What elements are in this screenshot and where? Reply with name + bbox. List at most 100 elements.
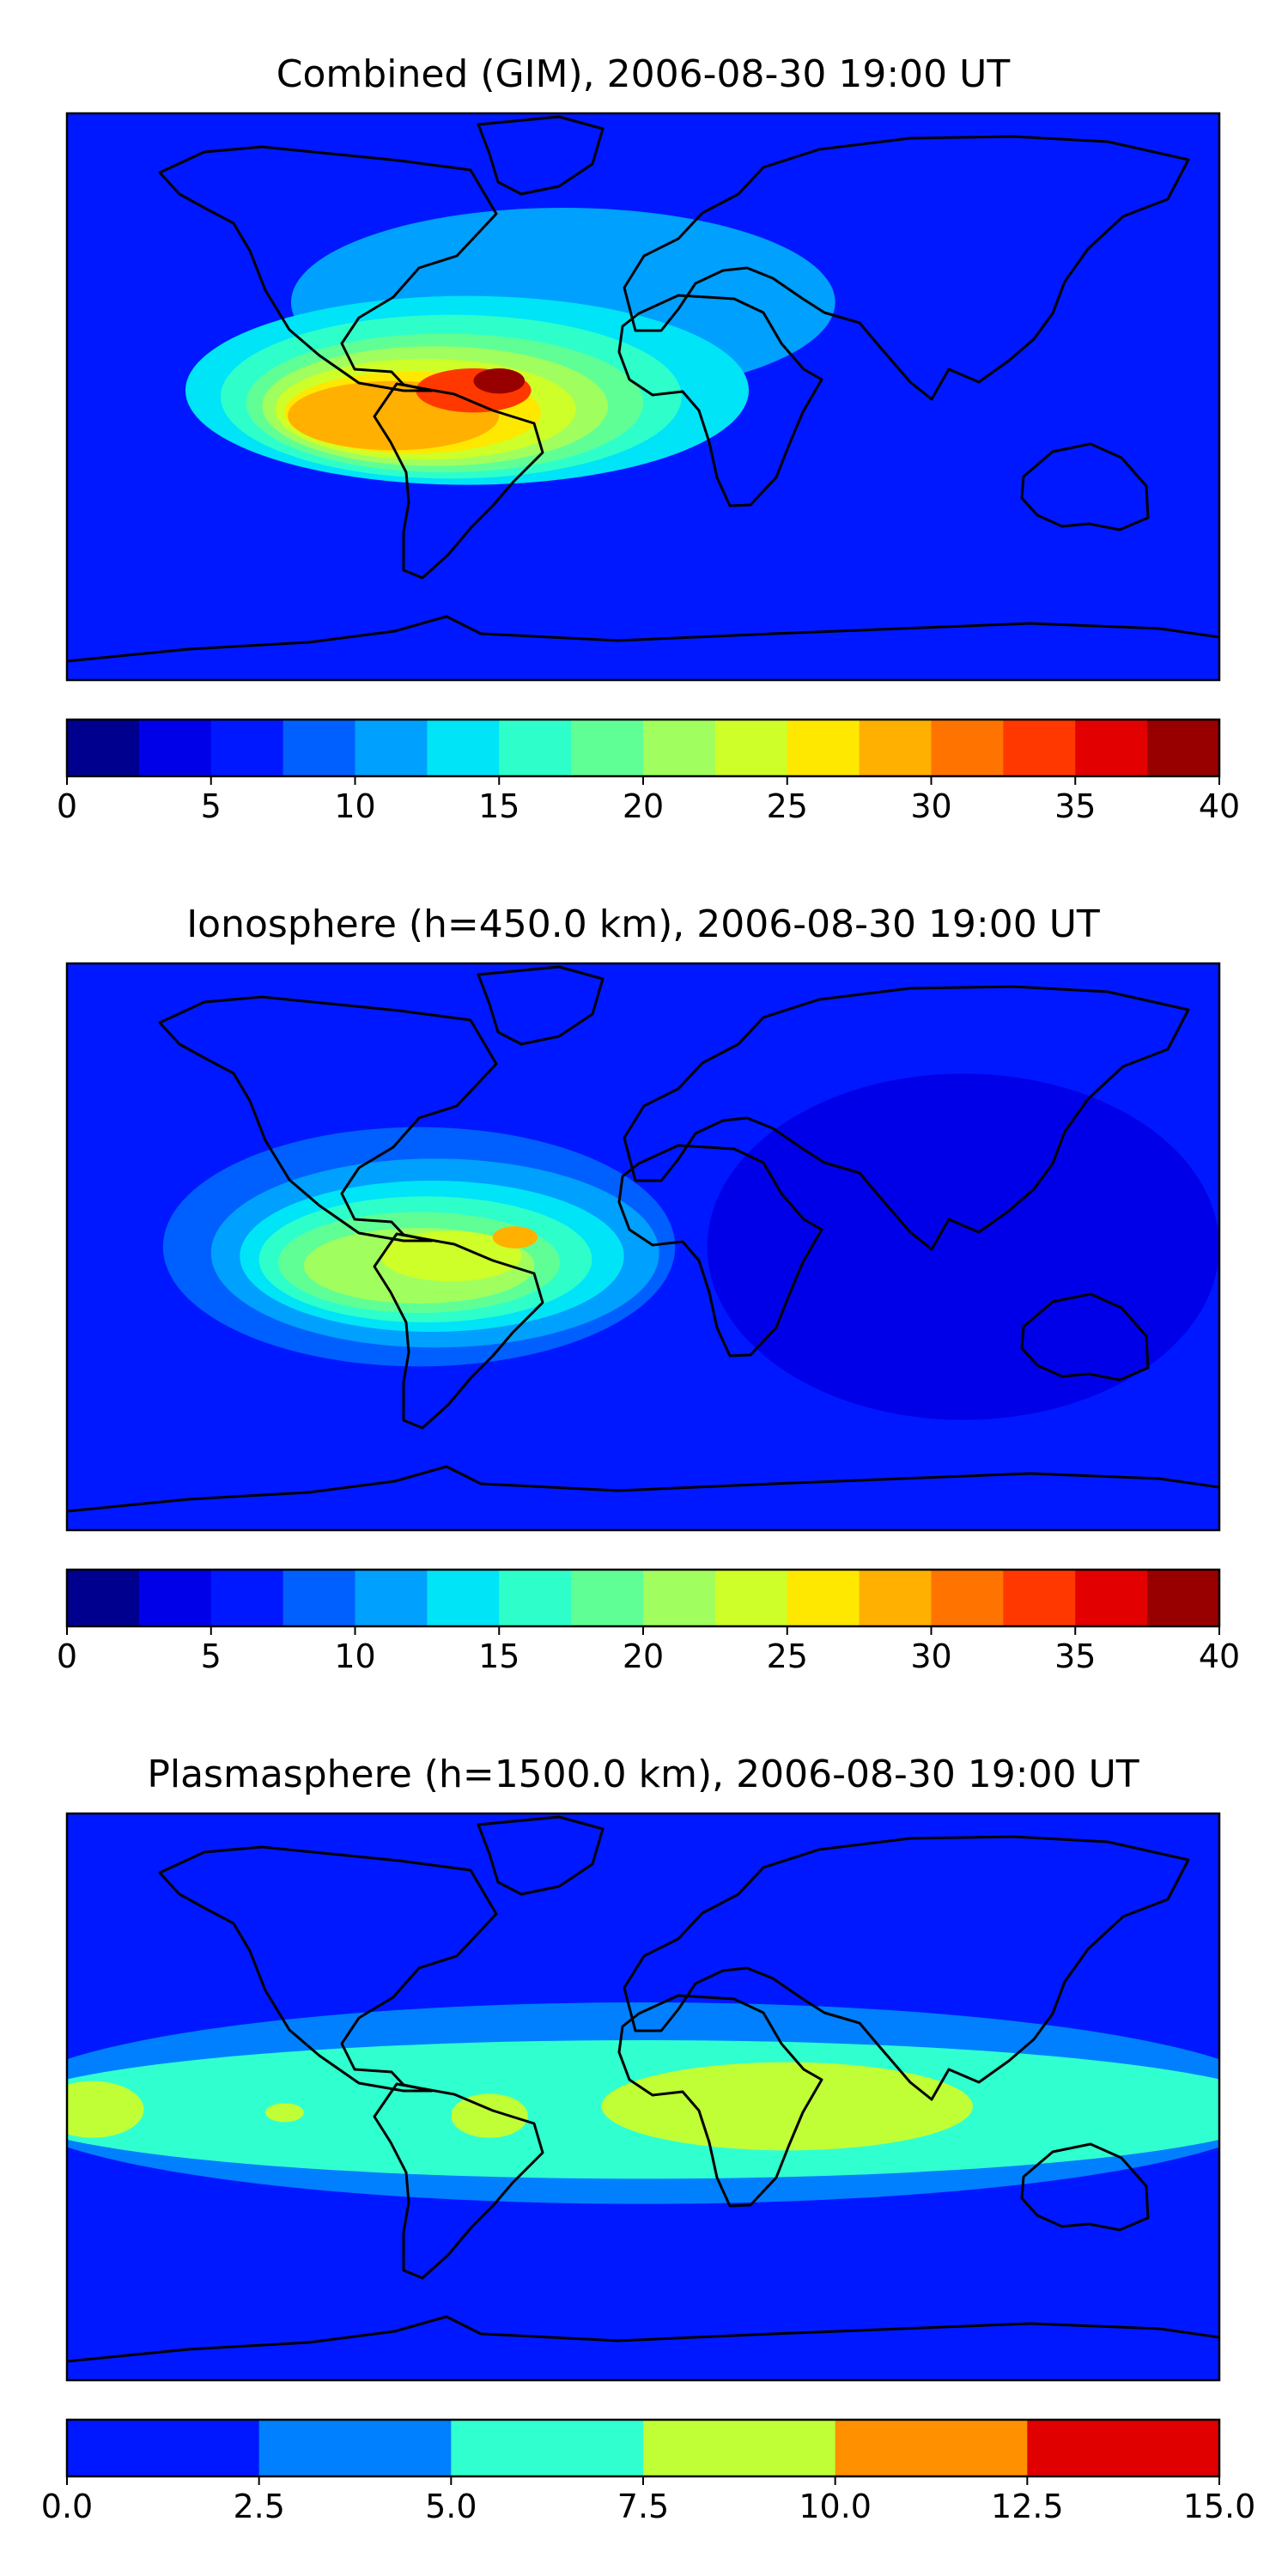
colorbar-tick-label: 35 xyxy=(1054,787,1096,825)
coastline-eurasia xyxy=(623,135,1190,401)
colorbar-tick-label: 5 xyxy=(201,787,222,825)
panel-combined: Combined (GIM), 2006-08-30 19:00 UT 0 5 10… xyxy=(57,52,1240,825)
coastline-eurasia xyxy=(623,1835,1190,2101)
coastline-north-america xyxy=(158,1845,498,2093)
coastline-greenland xyxy=(477,1815,605,1896)
colorbar-tick-label: 40 xyxy=(1199,1637,1240,1675)
colorbar-tick-label: 0 xyxy=(57,787,77,825)
panel-title: Plasmasphere (h=1500.0 km), 2006-08-30 1… xyxy=(147,1753,1139,1796)
coastline-eurasia xyxy=(623,985,1190,1251)
coastline-north-america xyxy=(158,145,498,392)
coastline-greenland xyxy=(477,965,605,1046)
colorbar-tick-label: 25 xyxy=(767,787,808,825)
colorbar-tick-label: 20 xyxy=(623,787,664,825)
colorbar-swatch xyxy=(210,1570,284,1626)
coastline-africa xyxy=(617,1994,823,2208)
colorbar-tick-label: 7.5 xyxy=(617,2488,669,2525)
colorbar-swatch xyxy=(859,1570,933,1626)
colorbar-swatch xyxy=(931,1570,1004,1626)
colorbar: 0 5 10 15 20 25 30 35 40 xyxy=(57,1568,1240,1675)
colorbar-swatch xyxy=(1075,720,1148,776)
colorbar-swatch xyxy=(427,720,500,776)
colorbar-swatch xyxy=(1075,1570,1148,1626)
colorbar-tick-label: 5.0 xyxy=(425,2488,477,2525)
coastline-africa xyxy=(617,1144,823,1358)
contour-layer xyxy=(67,113,1219,680)
coastline-australia xyxy=(1020,442,1150,532)
colorbar-swatches xyxy=(67,1570,1220,1626)
colorbar-tick-label: 30 xyxy=(910,787,951,825)
coastline-south-america xyxy=(373,2082,544,2280)
colorbar-swatch xyxy=(1003,720,1076,776)
colorbar: 0.0 2.5 5.0 7.5 10.0 12.5 15.0 xyxy=(41,2418,1256,2525)
contour-south-america-spot xyxy=(451,2093,528,2138)
colorbar-swatch xyxy=(1147,1570,1220,1626)
colorbar-swatch xyxy=(859,720,933,776)
map-frame xyxy=(65,1812,1221,2382)
colorbar-swatch xyxy=(787,720,860,776)
coastline-south-america xyxy=(373,1232,544,1430)
map xyxy=(67,1814,1219,2380)
coastline-africa xyxy=(617,294,823,507)
contour-anomaly-ring-5 xyxy=(380,1230,522,1282)
map xyxy=(67,113,1219,680)
colorbar-swatch xyxy=(714,1570,788,1626)
colorbar-swatch xyxy=(67,2420,260,2476)
colorbar-swatch xyxy=(138,720,212,776)
coastline-south-america xyxy=(373,382,544,580)
colorbar-tick-label: 10 xyxy=(334,1637,375,1675)
colorbar-ticks: 0 5 10 15 20 25 30 35 40 xyxy=(57,776,1240,825)
panel-plasmasphere: Plasmasphere (h=1500.0 km), 2006-08-30 1… xyxy=(41,1753,1256,2525)
colorbar-swatch xyxy=(643,720,716,776)
colorbar-tick-label: 15 xyxy=(478,1637,519,1675)
colorbar-swatches xyxy=(67,720,1220,776)
colorbar-swatch xyxy=(283,1570,356,1626)
colorbar-swatch xyxy=(643,2420,836,2476)
coastline-north-america xyxy=(158,995,498,1242)
coastline-australia xyxy=(1020,2142,1150,2232)
colorbar-swatch xyxy=(427,1570,500,1626)
coastline-greenland xyxy=(477,115,605,196)
colorbar-swatch xyxy=(138,1570,212,1626)
colorbar-swatch xyxy=(1147,720,1220,776)
colorbar-tick-label: 5 xyxy=(201,1637,222,1675)
contour-central-pacific-spot xyxy=(265,2103,304,2123)
map xyxy=(67,963,1219,1530)
panel-title: Combined (GIM), 2006-08-30 19:00 UT xyxy=(276,52,1011,96)
colorbar-swatch xyxy=(355,720,428,776)
coastline-antarctica xyxy=(67,1465,1219,1513)
coastline-antarctica xyxy=(67,2315,1219,2363)
colorbar: 0 5 10 15 20 25 30 35 40 xyxy=(57,718,1240,825)
colorbar-tick-label: 40 xyxy=(1199,787,1240,825)
colorbar-swatch xyxy=(643,1570,716,1626)
colorbar-tick-label: 12.5 xyxy=(991,2488,1064,2525)
colorbar-swatch xyxy=(1003,1570,1076,1626)
coastline-australia xyxy=(1020,1292,1150,1382)
colorbar-swatches xyxy=(67,2420,1220,2476)
colorbar-tick-label: 10 xyxy=(334,787,375,825)
contour-night-trough xyxy=(707,1073,1219,1420)
colorbar-tick-label: 2.5 xyxy=(233,2488,284,2525)
contour-africa-maximum xyxy=(601,2062,973,2151)
contour-layer xyxy=(67,963,1219,1530)
map-frame xyxy=(65,962,1221,1532)
colorbar-ticks: 0 5 10 15 20 25 30 35 40 xyxy=(57,1626,1240,1675)
colorbar-tick-label: 35 xyxy=(1054,1637,1096,1675)
colorbar-swatch xyxy=(67,1570,140,1626)
coastlines xyxy=(67,1815,1219,2363)
contour-east-pacific-maximum xyxy=(67,2081,144,2138)
contour-anomaly-peak xyxy=(492,1226,538,1249)
colorbar-tick-label: 20 xyxy=(623,1637,664,1675)
colorbar-swatch xyxy=(931,720,1004,776)
colorbar-swatch xyxy=(499,720,572,776)
colorbar-swatch xyxy=(355,1570,428,1626)
colorbar-swatch xyxy=(499,1570,572,1626)
colorbar-tick-label: 30 xyxy=(910,1637,951,1675)
colorbar-swatch xyxy=(283,720,356,776)
colorbar-tick-label: 25 xyxy=(767,1637,808,1675)
colorbar-tick-label: 15.0 xyxy=(1183,2488,1256,2525)
colorbar-swatch xyxy=(1027,2420,1220,2476)
colorbar-tick-label: 10.0 xyxy=(799,2488,872,2525)
colorbar-ticks: 0.0 2.5 5.0 7.5 10.0 12.5 15.0 xyxy=(41,2476,1256,2525)
